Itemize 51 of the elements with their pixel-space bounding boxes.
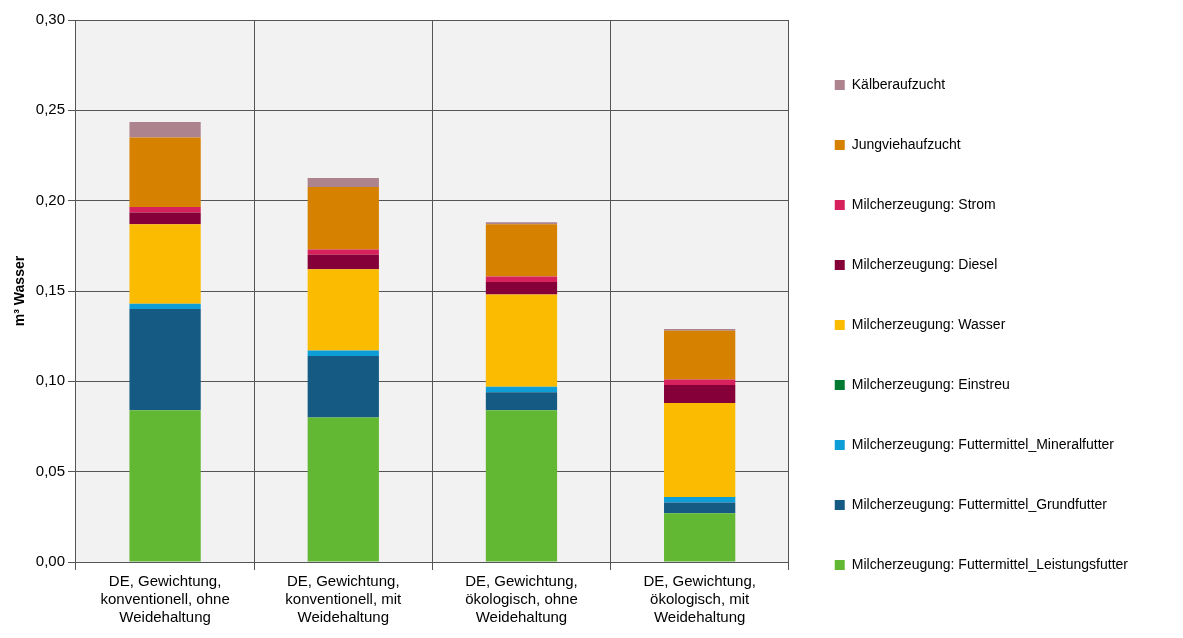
bar bbox=[129, 137, 201, 207]
y-tick-label: 0,25 bbox=[35, 100, 65, 118]
legend-label: Jungviehaufzucht bbox=[851, 135, 961, 152]
y-tick-label: 0,00 bbox=[35, 552, 65, 570]
bar bbox=[664, 403, 736, 497]
y-tick-label: 0,05 bbox=[35, 461, 65, 479]
bar bbox=[129, 224, 201, 304]
bar bbox=[129, 212, 201, 225]
bar bbox=[307, 417, 379, 562]
bar bbox=[664, 379, 736, 385]
legend-label: Milcherzeugung: Diesel bbox=[851, 255, 998, 272]
bar bbox=[664, 330, 736, 380]
bar bbox=[664, 513, 736, 562]
legend-label: Milcherzeugung: Futtermittel_Grundfutter bbox=[851, 495, 1108, 512]
x-tick-label: DE, Gewichtung, konventionell, ohne Weidehaltung bbox=[100, 572, 230, 626]
bar bbox=[485, 392, 558, 411]
y-tick-label: 0,15 bbox=[35, 281, 65, 299]
x-tick-label: DE, Gewichtung, ökologisch, mit Weidehaltung bbox=[643, 572, 756, 626]
x-tick-label: DE, Gewichtung, konventionell, mit Weidehaltung bbox=[285, 572, 403, 626]
y-tick-label: 0,10 bbox=[35, 371, 65, 389]
bar bbox=[129, 122, 201, 138]
x-tick-label: DE, Gewichtung, ökologisch, ohne Weidehaltung bbox=[465, 572, 578, 626]
bar bbox=[307, 269, 379, 351]
bar bbox=[485, 410, 558, 562]
bar bbox=[485, 224, 558, 277]
bar bbox=[307, 249, 379, 255]
bar bbox=[307, 356, 379, 418]
y-tick-label: 0,20 bbox=[35, 190, 65, 208]
bar bbox=[485, 386, 558, 393]
legend-label: Milcherzeugung: Wasser bbox=[851, 315, 1006, 332]
bar bbox=[129, 206, 201, 213]
bar bbox=[129, 410, 201, 562]
bar bbox=[664, 496, 736, 503]
bar bbox=[485, 281, 558, 295]
bar bbox=[664, 502, 736, 514]
bar bbox=[485, 276, 558, 282]
y-axis-title: m³ Wasser bbox=[11, 255, 28, 327]
bar bbox=[307, 350, 379, 357]
bar bbox=[485, 294, 558, 387]
bar bbox=[307, 178, 379, 188]
legend-label: Milcherzeugung: Einstreu bbox=[851, 375, 1010, 392]
bar bbox=[129, 303, 201, 310]
legend-label: Kälberaufzucht bbox=[851, 75, 946, 92]
bar bbox=[664, 384, 736, 404]
bar bbox=[129, 309, 201, 411]
legend-label: Milcherzeugung: Futtermittel_Leistungsfutter bbox=[851, 555, 1129, 572]
bar bbox=[307, 187, 379, 250]
legend-label: Milcherzeugung: Futtermittel_Mineralfutter bbox=[851, 435, 1115, 452]
bar bbox=[307, 254, 379, 270]
y-tick-label: 0,30 bbox=[35, 10, 65, 28]
legend-label: Milcherzeugung: Strom bbox=[851, 195, 996, 212]
